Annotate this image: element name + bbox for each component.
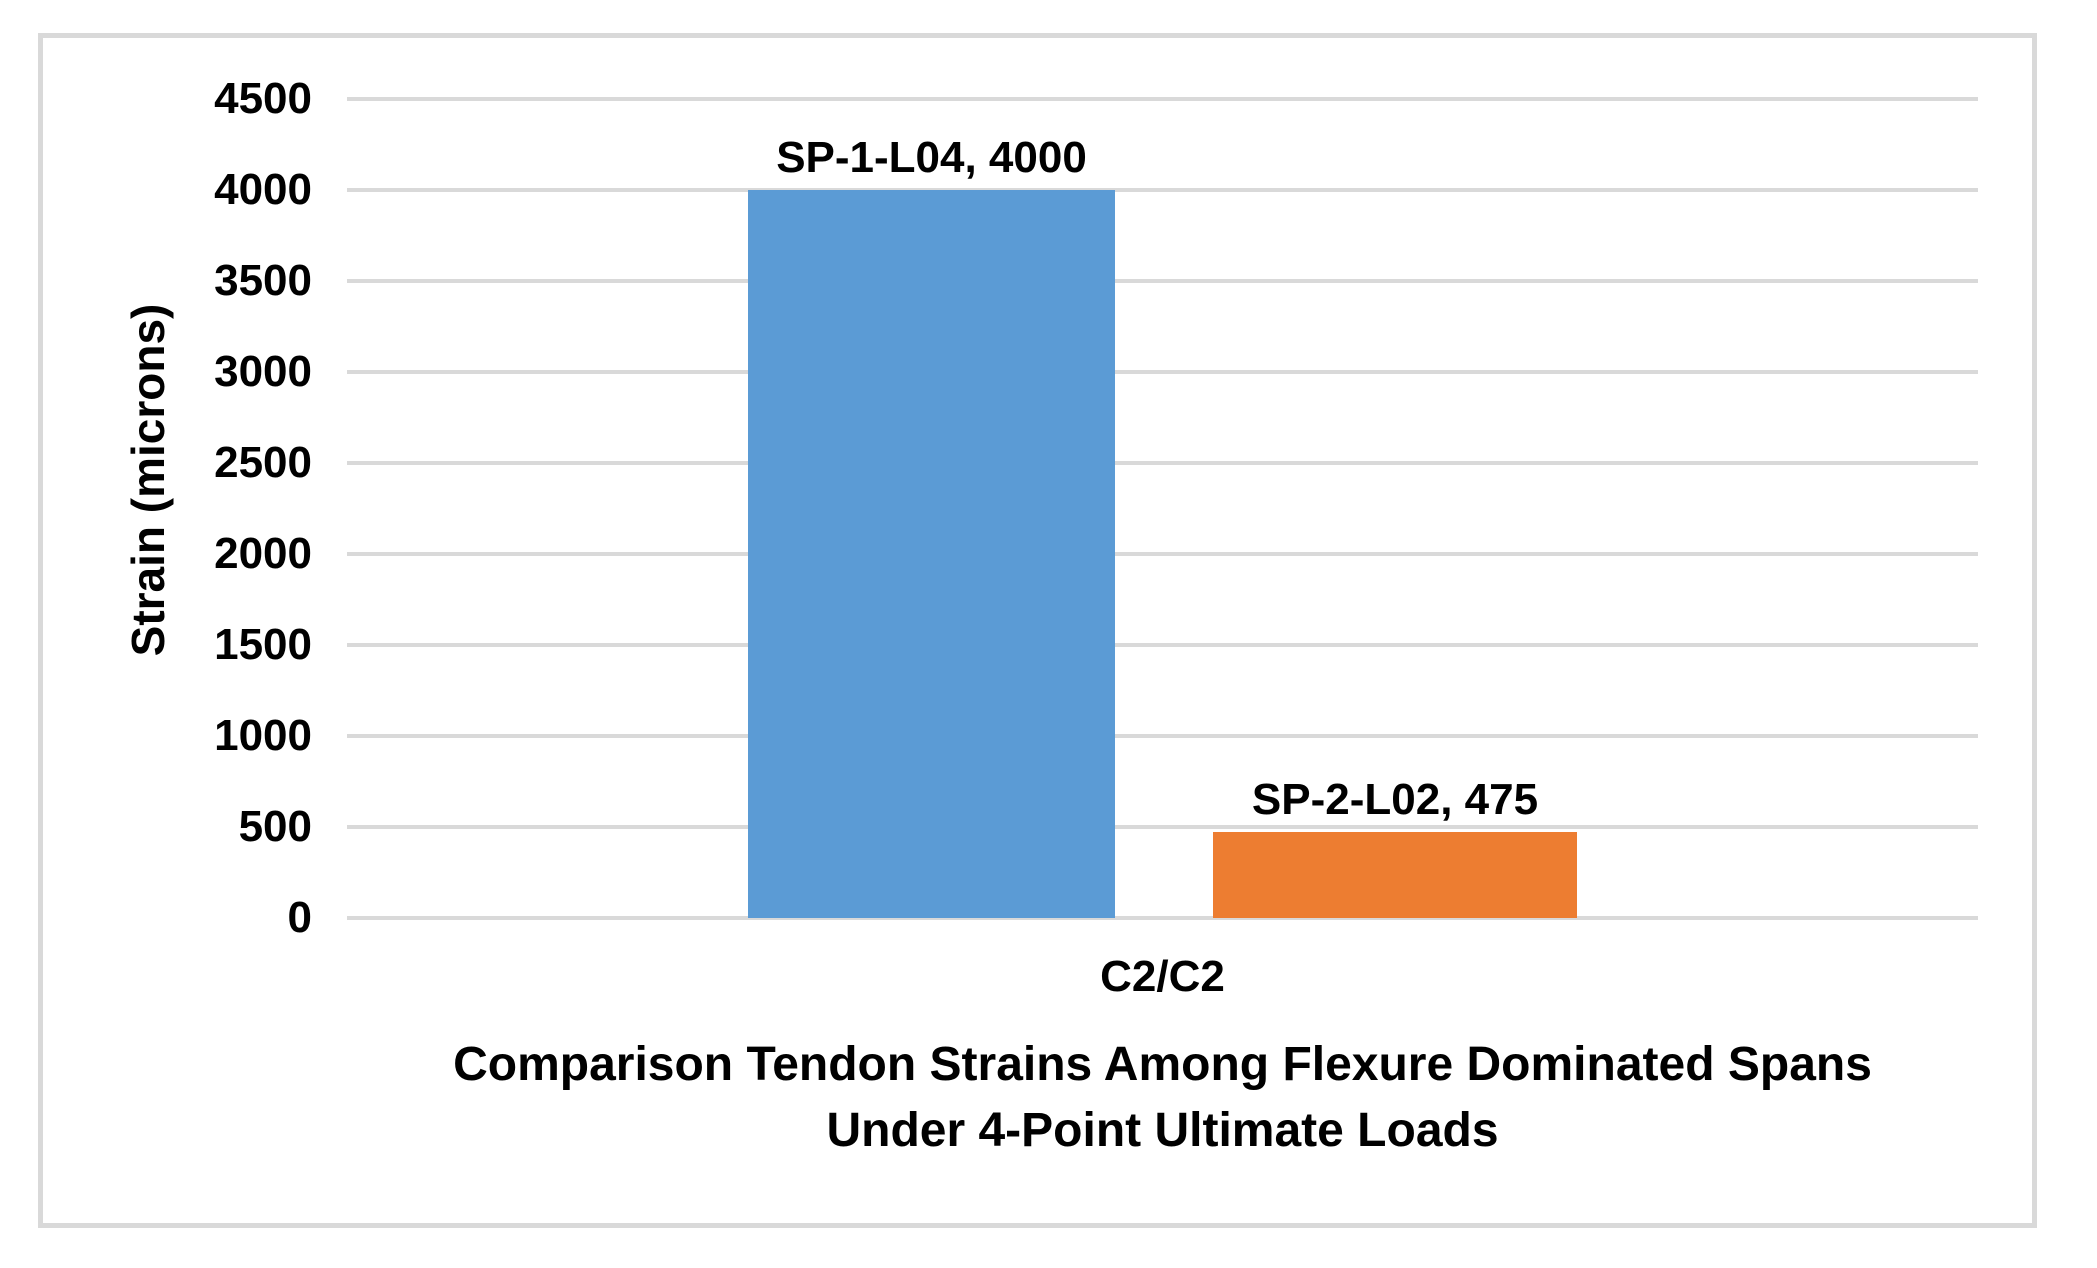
x-category-label: C2/C2 xyxy=(1100,952,1225,1001)
gridline xyxy=(347,825,1978,829)
y-tick-label: 3500 xyxy=(214,256,312,305)
gridline xyxy=(347,643,1978,647)
bar-sp-2-l02 xyxy=(1213,832,1577,918)
bar-sp-1-l04 xyxy=(748,190,1115,918)
gridline xyxy=(347,552,1978,556)
bar-slot-sp-1-l04: SP-1-L04, 4000 xyxy=(748,99,1115,918)
chart-title-line-2: Under 4-Point Ultimate Loads xyxy=(826,1104,1499,1157)
chart-title-line-1: Comparison Tendon Strains Among Flexure … xyxy=(453,1038,1872,1091)
chart-title: Comparison Tendon Strains Among Flexure … xyxy=(238,1032,2087,1164)
gridline xyxy=(347,97,1978,101)
y-tick-label: 1000 xyxy=(214,711,312,760)
bar-slot-sp-2-l02: SP-2-L02, 475 xyxy=(1213,99,1577,918)
y-tick-label: 500 xyxy=(238,802,312,851)
y-tick-label: 2000 xyxy=(214,529,312,578)
y-tick-label: 3000 xyxy=(214,347,312,396)
y-tick-label: 2500 xyxy=(214,438,312,487)
y-tick-label: 0 xyxy=(287,893,312,942)
y-axis-tick-labels: 4500 4000 3500 3000 2500 2000 1500 1000 500 0 xyxy=(150,74,312,942)
y-tick-label: 1500 xyxy=(214,620,312,669)
gridline xyxy=(347,734,1978,738)
y-tick-label: 4000 xyxy=(214,165,312,214)
data-label-sp-1-l04: SP-1-L04, 4000 xyxy=(776,133,1087,182)
gridline xyxy=(347,916,1978,920)
data-label-sp-2-l02: SP-2-L02, 475 xyxy=(1251,775,1539,824)
gridline xyxy=(347,370,1978,374)
y-tick-label: 4500 xyxy=(214,74,312,123)
gridline xyxy=(347,279,1978,283)
plot-area: SP-1-L04, 4000 SP-2-L02, 475 xyxy=(347,97,1978,920)
gridline xyxy=(347,188,1978,192)
gridline xyxy=(347,461,1978,465)
